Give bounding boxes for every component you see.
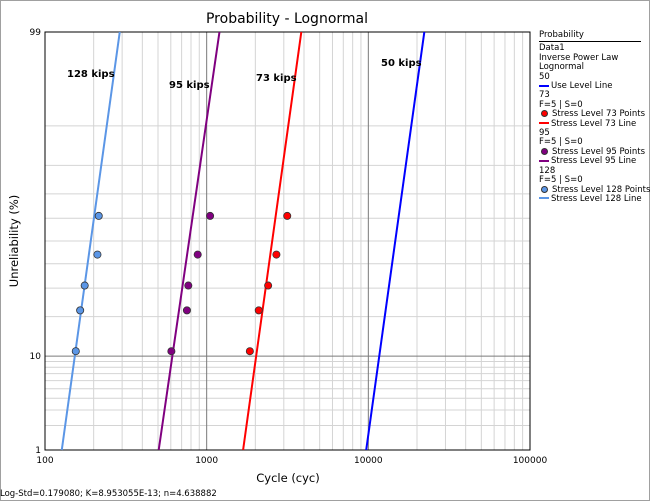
legend-entry: Stress Level 73 Points bbox=[539, 110, 645, 119]
legend-entry: 95 bbox=[539, 128, 641, 139]
legend-entries: Data1 Inverse Power Law Lognormal 50 Use Lev… bbox=[539, 44, 650, 204]
data-point bbox=[93, 250, 102, 259]
data-point bbox=[76, 306, 85, 315]
data-point bbox=[264, 281, 273, 290]
legend-entry: 50 bbox=[539, 71, 641, 82]
legend-entry: Stress Level 128 Points bbox=[539, 185, 650, 195]
x-tick-label: 10000 bbox=[354, 456, 383, 466]
legend-entry-label: Stress Level 73 Line bbox=[551, 118, 637, 129]
legend-entry: Use Level Line bbox=[539, 81, 641, 92]
data-point bbox=[94, 211, 103, 220]
legend-entry-label: F=5 | S=0 bbox=[539, 137, 583, 148]
x-axis-label: Cycle (cyc) bbox=[256, 471, 320, 485]
legend-entry: Stress Level 128 Line bbox=[539, 193, 642, 204]
legend-entry-label: 73 bbox=[539, 90, 550, 101]
fit-line bbox=[157, 31, 221, 451]
legend-entry: F=5 | S=0 bbox=[539, 138, 641, 147]
legend-entry-label: F=5 | S=0 bbox=[539, 99, 583, 110]
status-bar-text: Log-Std=0.179080; K=8.953055E-13; n=4.63… bbox=[0, 489, 217, 499]
legend-point-swatch bbox=[541, 185, 548, 193]
legend-entry-label: Use Level Line bbox=[551, 81, 613, 92]
data-point bbox=[71, 347, 80, 356]
grid-major bbox=[45, 32, 530, 450]
annotation-95-kips: 95 kips bbox=[169, 80, 210, 91]
y-tick-label: 1 bbox=[35, 446, 41, 456]
legend-title: Probability bbox=[539, 30, 641, 43]
legend-point-swatch bbox=[541, 110, 548, 118]
legend-entry: Stress Level 95 Points bbox=[539, 147, 645, 157]
fit-line bbox=[242, 31, 303, 451]
y-tick-label: 10 bbox=[30, 352, 42, 362]
legend-entry-label: Data1 bbox=[539, 43, 565, 54]
legend-entry-label: Inverse Power Law bbox=[539, 52, 619, 63]
fit-lines bbox=[60, 31, 426, 451]
legend-entry: Lognormal bbox=[539, 63, 641, 72]
legend-entry-label: 50 bbox=[539, 71, 550, 82]
legend-entry: Stress Level 95 Line bbox=[539, 157, 641, 166]
data-point bbox=[80, 281, 89, 290]
data-point bbox=[182, 306, 191, 315]
chart-title: Probability - Lognormal bbox=[206, 11, 368, 27]
legend-entry-label: Stress Level 95 Line bbox=[551, 156, 637, 167]
legend: Probability Data1 Inverse Power Law Lognor… bbox=[539, 30, 650, 204]
legend-entry-label: Stress Level 95 Points bbox=[552, 146, 646, 157]
annotation-128-kips: 128 kips bbox=[67, 69, 115, 80]
data-point bbox=[283, 211, 292, 220]
legend-entry-label: Stress Level 128 Points bbox=[552, 184, 650, 195]
annotation-73-kips: 73 kips bbox=[256, 73, 297, 84]
data-point bbox=[184, 281, 193, 290]
data-points bbox=[71, 211, 292, 356]
legend-entry: 73 bbox=[539, 91, 641, 100]
x-tick-label: 100 bbox=[36, 456, 53, 466]
plot-area-border bbox=[44, 31, 531, 451]
legend-entry-label: Stress Level 73 Points bbox=[552, 109, 646, 120]
data-point bbox=[245, 347, 254, 356]
y-tick-label: 99 bbox=[30, 28, 42, 38]
data-point bbox=[206, 211, 215, 220]
legend-entry-label: F=5 | S=0 bbox=[539, 175, 583, 186]
data-point bbox=[167, 347, 176, 356]
x-tick-label: 1000 bbox=[195, 456, 218, 466]
legend-line-swatch bbox=[539, 197, 549, 200]
data-point bbox=[254, 306, 263, 315]
legend-entry-label: Lognormal bbox=[539, 62, 584, 73]
data-point bbox=[272, 250, 281, 259]
legend-entry: Stress Level 73 Line bbox=[539, 118, 641, 129]
legend-entry-label: 95 bbox=[539, 128, 550, 139]
legend-entry-label: Stress Level 128 Line bbox=[551, 193, 642, 204]
y-tick-labels: 1 10 99 bbox=[30, 28, 42, 456]
legend-line-swatch bbox=[539, 122, 549, 125]
annotation-50-kips: 50 kips bbox=[381, 58, 422, 69]
legend-line-swatch bbox=[539, 84, 549, 87]
y-axis-label: Unreliability (%) bbox=[7, 195, 21, 287]
x-tick-label: 100000 bbox=[513, 456, 548, 466]
legend-line-swatch bbox=[539, 159, 549, 162]
grid-minor bbox=[45, 32, 530, 450]
legend-entry: Data1 bbox=[539, 44, 641, 53]
x-tick-labels: 100 1000 10000 100000 bbox=[36, 456, 547, 466]
legend-entry: F=5 | S=0 bbox=[539, 99, 641, 110]
data-point bbox=[193, 250, 202, 259]
fit-line bbox=[365, 31, 426, 451]
legend-entry-label: 128 bbox=[539, 165, 556, 176]
legend-entry: F=5 | S=0 bbox=[539, 175, 641, 186]
fit-line bbox=[60, 31, 121, 451]
legend-point-swatch bbox=[541, 147, 548, 155]
legend-entry: Inverse Power Law bbox=[539, 52, 641, 63]
legend-entry: 128 bbox=[539, 165, 641, 176]
